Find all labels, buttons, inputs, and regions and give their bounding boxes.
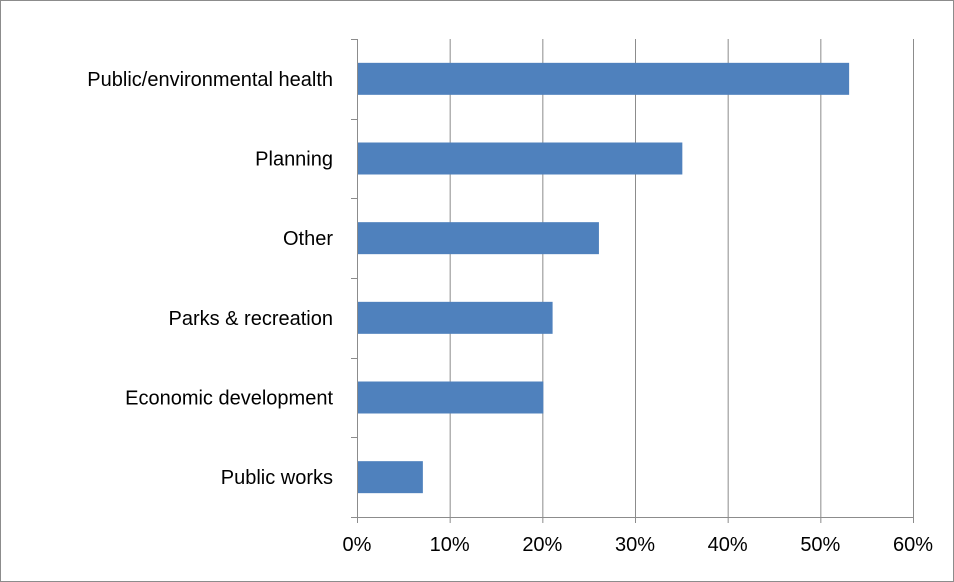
category-label: Economic development [125,388,333,410]
category-labels: Public/environmental health Planning Other… [87,69,333,489]
category-label: Public works [221,467,333,489]
x-tick-label: 30% [615,534,655,556]
x-tick-label: 20% [522,534,562,556]
category-label: Planning [255,149,333,171]
x-tick-label: 10% [430,534,470,556]
category-label: Other [283,228,333,250]
category-label: Public/environmental health [87,69,333,91]
axes [351,39,914,523]
bar [358,301,553,334]
x-tick-label: 50% [800,534,840,556]
x-tick-label: 60% [893,534,933,556]
x-tick-labels: 0% 10% 20% 30% 40% 50% 60% [343,534,934,556]
gridlines [449,39,914,517]
bar [358,142,683,175]
bar [358,222,599,255]
bar [358,62,850,95]
x-tick-label: 40% [708,534,748,556]
bar [358,461,423,494]
x-tick-label: 0% [343,534,372,556]
category-label: Parks & recreation [168,308,333,330]
bars [358,62,850,494]
bar [358,381,544,414]
